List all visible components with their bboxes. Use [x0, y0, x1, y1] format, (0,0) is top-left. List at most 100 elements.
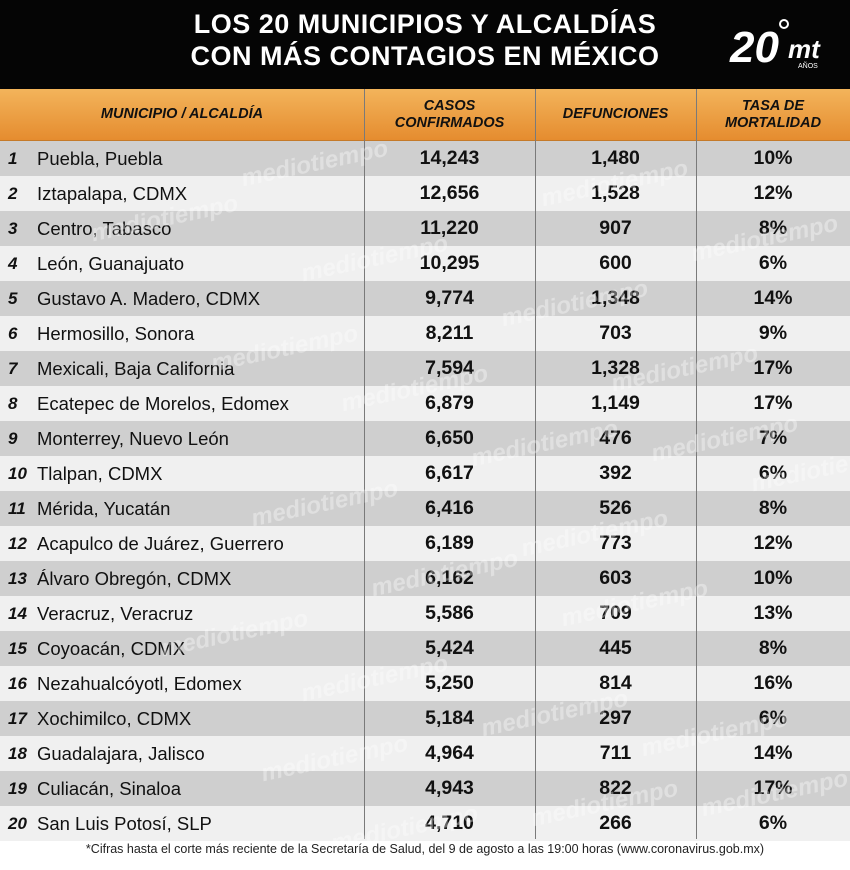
table-row: 7 Mexicali, Baja California 7,594 1,328 17% — [0, 351, 850, 386]
row-tasa: 14% — [753, 287, 793, 309]
row-tasa: 10% — [753, 147, 793, 169]
row-municipio: León, Guanajuato — [37, 253, 185, 274]
row-casos: 6,879 — [425, 392, 474, 414]
row-defunciones: 1,328 — [591, 357, 640, 379]
row-municipio: Culiacán, Sinaloa — [37, 778, 181, 799]
row-rank: 13 — [8, 569, 27, 588]
row-rank: 17 — [8, 709, 27, 728]
table-body: 1 Puebla, Puebla 14,243 1,480 10% 2 Iztapalapa… — [0, 141, 850, 841]
row-defunciones: 1,480 — [591, 147, 640, 169]
row-municipio: Centro, Tabasco — [37, 218, 172, 239]
mt-20-anos-logo: 20 mt AÑOS — [729, 19, 821, 72]
row-rank: 6 — [8, 324, 18, 343]
row-municipio: Xochimilco, CDMX — [37, 708, 192, 729]
row-tasa: 6% — [758, 462, 788, 484]
row-casos: 14,243 — [419, 147, 480, 169]
row-casos: 10,295 — [419, 252, 480, 274]
row-defunciones: 711 — [599, 742, 632, 764]
row-tasa: 13% — [753, 602, 793, 624]
table-row: 19 Culiacán, Sinaloa 4,943 822 17% — [0, 771, 850, 806]
row-defunciones: 709 — [599, 602, 632, 624]
row-casos: 6,162 — [425, 567, 474, 589]
column-divider — [696, 89, 697, 839]
logo-stopwatch-icon — [779, 19, 789, 29]
title-line-1: LOS 20 MUNICIPIOS Y ALCALDÍAS — [193, 9, 657, 39]
row-casos: 9,774 — [425, 287, 474, 309]
row-rank: 19 — [8, 779, 27, 798]
row-tasa: 14% — [753, 742, 793, 764]
row-tasa: 9% — [758, 322, 788, 344]
row-defunciones: 603 — [599, 567, 632, 589]
row-tasa: 6% — [758, 252, 788, 274]
column-divider — [364, 89, 365, 839]
table-row: 12 Acapulco de Juárez, Guerrero 6,189 773 12… — [0, 526, 850, 561]
row-casos: 7,594 — [425, 357, 474, 379]
row-defunciones: 476 — [599, 427, 632, 449]
table-row: 4 León, Guanajuato 10,295 600 6% — [0, 246, 850, 281]
title-banner: LOS 20 MUNICIPIOS Y ALCALDÍAS CON MÁS CO… — [0, 0, 850, 89]
row-rank: 4 — [8, 254, 18, 273]
row-casos: 4,710 — [425, 812, 474, 834]
logo-small-text: AÑOS — [798, 61, 818, 70]
row-tasa: 8% — [758, 497, 788, 519]
row-defunciones: 1,348 — [591, 287, 640, 309]
row-rank: 10 — [8, 464, 27, 483]
footnote: *Cifras hasta el corte más reciente de l… — [85, 842, 765, 856]
row-tasa: 12% — [753, 182, 793, 204]
row-tasa: 8% — [758, 637, 788, 659]
row-tasa: 12% — [753, 532, 793, 554]
row-casos: 6,189 — [425, 532, 474, 554]
table-row: 10 Tlalpan, CDMX 6,617 392 6% — [0, 456, 850, 491]
row-casos: 5,184 — [425, 707, 474, 729]
row-tasa: 10% — [753, 567, 793, 589]
row-rank: 5 — [8, 289, 18, 308]
table-row: 16 Nezahualcóyotl, Edomex 5,250 814 16% — [0, 666, 850, 701]
row-defunciones: 773 — [599, 532, 632, 554]
row-municipio: Monterrey, Nuevo León — [37, 428, 229, 449]
row-casos: 4,943 — [425, 777, 474, 799]
row-tasa: 6% — [758, 812, 788, 834]
title-line-2: CON MÁS CONTAGIOS EN MÉXICO — [190, 41, 660, 71]
row-casos: 6,416 — [425, 497, 474, 519]
row-casos: 12,656 — [419, 182, 480, 204]
table-row: 13 Álvaro Obregón, CDMX 6,162 603 10% — [0, 561, 850, 596]
row-tasa: 8% — [758, 217, 788, 239]
row-municipio: Ecatepec de Morelos, Edomex — [37, 393, 289, 414]
row-municipio: Guadalajara, Jalisco — [37, 743, 205, 764]
row-municipio: Puebla, Puebla — [37, 148, 163, 169]
row-municipio: San Luis Potosí, SLP — [37, 813, 212, 834]
table-row: 2 Iztapalapa, CDMX 12,656 1,528 12% — [0, 176, 850, 211]
row-casos: 5,424 — [425, 637, 474, 659]
row-municipio: Coyoacán, CDMX — [37, 638, 186, 659]
row-rank: 8 — [8, 394, 18, 413]
table-row: 1 Puebla, Puebla 14,243 1,480 10% — [0, 141, 850, 176]
logo-number: 20 — [729, 23, 779, 72]
row-municipio: Hermosillo, Sonora — [37, 323, 195, 344]
row-municipio: Veracruz, Veracruz — [37, 603, 194, 624]
table-row: 15 Coyoacán, CDMX 5,424 445 8% — [0, 631, 850, 666]
row-tasa: 17% — [753, 357, 793, 379]
table-row: 5 Gustavo A. Madero, CDMX 9,774 1,348 14% — [0, 281, 850, 316]
row-rank: 12 — [8, 534, 27, 553]
table-row: 14 Veracruz, Veracruz 5,586 709 13% — [0, 596, 850, 631]
table-row: 3 Centro, Tabasco 11,220 907 8% — [0, 211, 850, 246]
row-defunciones: 526 — [599, 497, 632, 519]
table-row: 17 Xochimilco, CDMX 5,184 297 6% — [0, 701, 850, 736]
row-municipio: Mérida, Yucatán — [37, 498, 171, 519]
row-casos: 6,617 — [425, 462, 474, 484]
column-header-casos: CASOS CONFIRMADOS — [394, 97, 505, 131]
row-defunciones: 907 — [599, 217, 632, 239]
row-defunciones: 600 — [599, 252, 632, 274]
column-header-defunciones: DEFUNCIONES — [562, 106, 669, 122]
page-title: LOS 20 MUNICIPIOS Y ALCALDÍAS CON MÁS CO… — [0, 8, 850, 72]
table-header: MUNICIPIO / ALCALDÍA CASOS CONFIRMADOS D… — [0, 89, 850, 141]
row-tasa: 7% — [758, 427, 788, 449]
row-defunciones: 822 — [599, 777, 632, 799]
row-rank: 7 — [8, 359, 18, 378]
row-rank: 14 — [8, 604, 27, 623]
row-rank: 9 — [8, 429, 18, 448]
row-casos: 5,250 — [425, 672, 474, 694]
column-divider — [535, 89, 536, 839]
row-defunciones: 392 — [599, 462, 632, 484]
row-casos: 6,650 — [425, 427, 474, 449]
